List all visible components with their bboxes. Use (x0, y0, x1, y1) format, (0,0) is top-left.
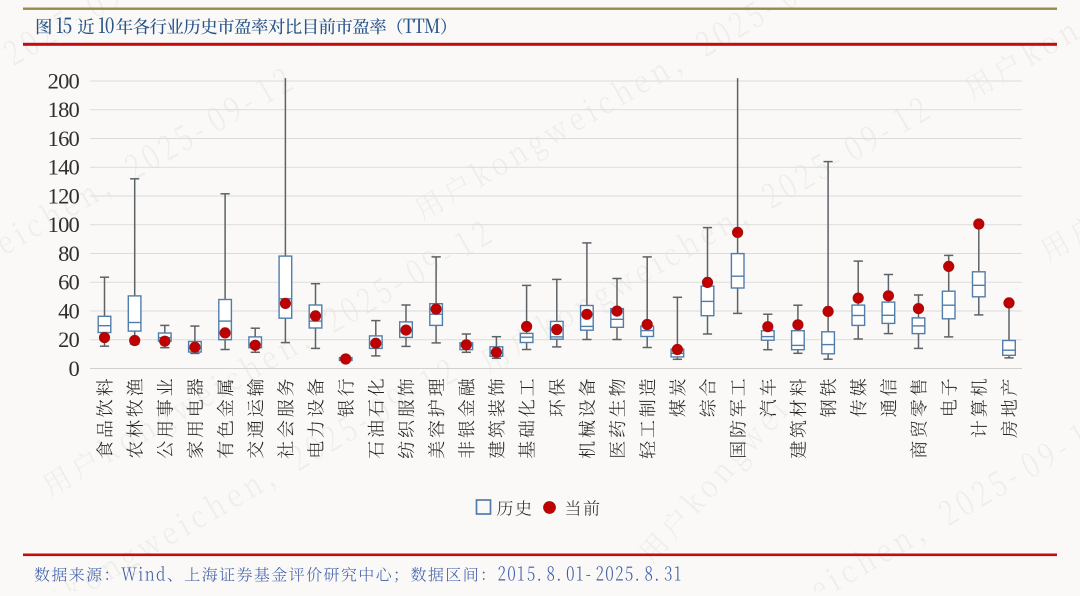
svg-text:160: 160 (48, 126, 80, 151)
svg-text:140: 140 (48, 155, 80, 180)
svg-text:20: 20 (58, 327, 79, 352)
svg-text:120: 120 (48, 183, 80, 208)
svg-text:200: 200 (48, 68, 80, 93)
svg-text:60: 60 (58, 270, 79, 295)
svg-text:0: 0 (69, 356, 80, 381)
svg-text:80: 80 (58, 241, 79, 266)
svg-text:180: 180 (48, 97, 80, 122)
svg-text:100: 100 (48, 212, 80, 237)
svg-text:40: 40 (58, 298, 79, 323)
